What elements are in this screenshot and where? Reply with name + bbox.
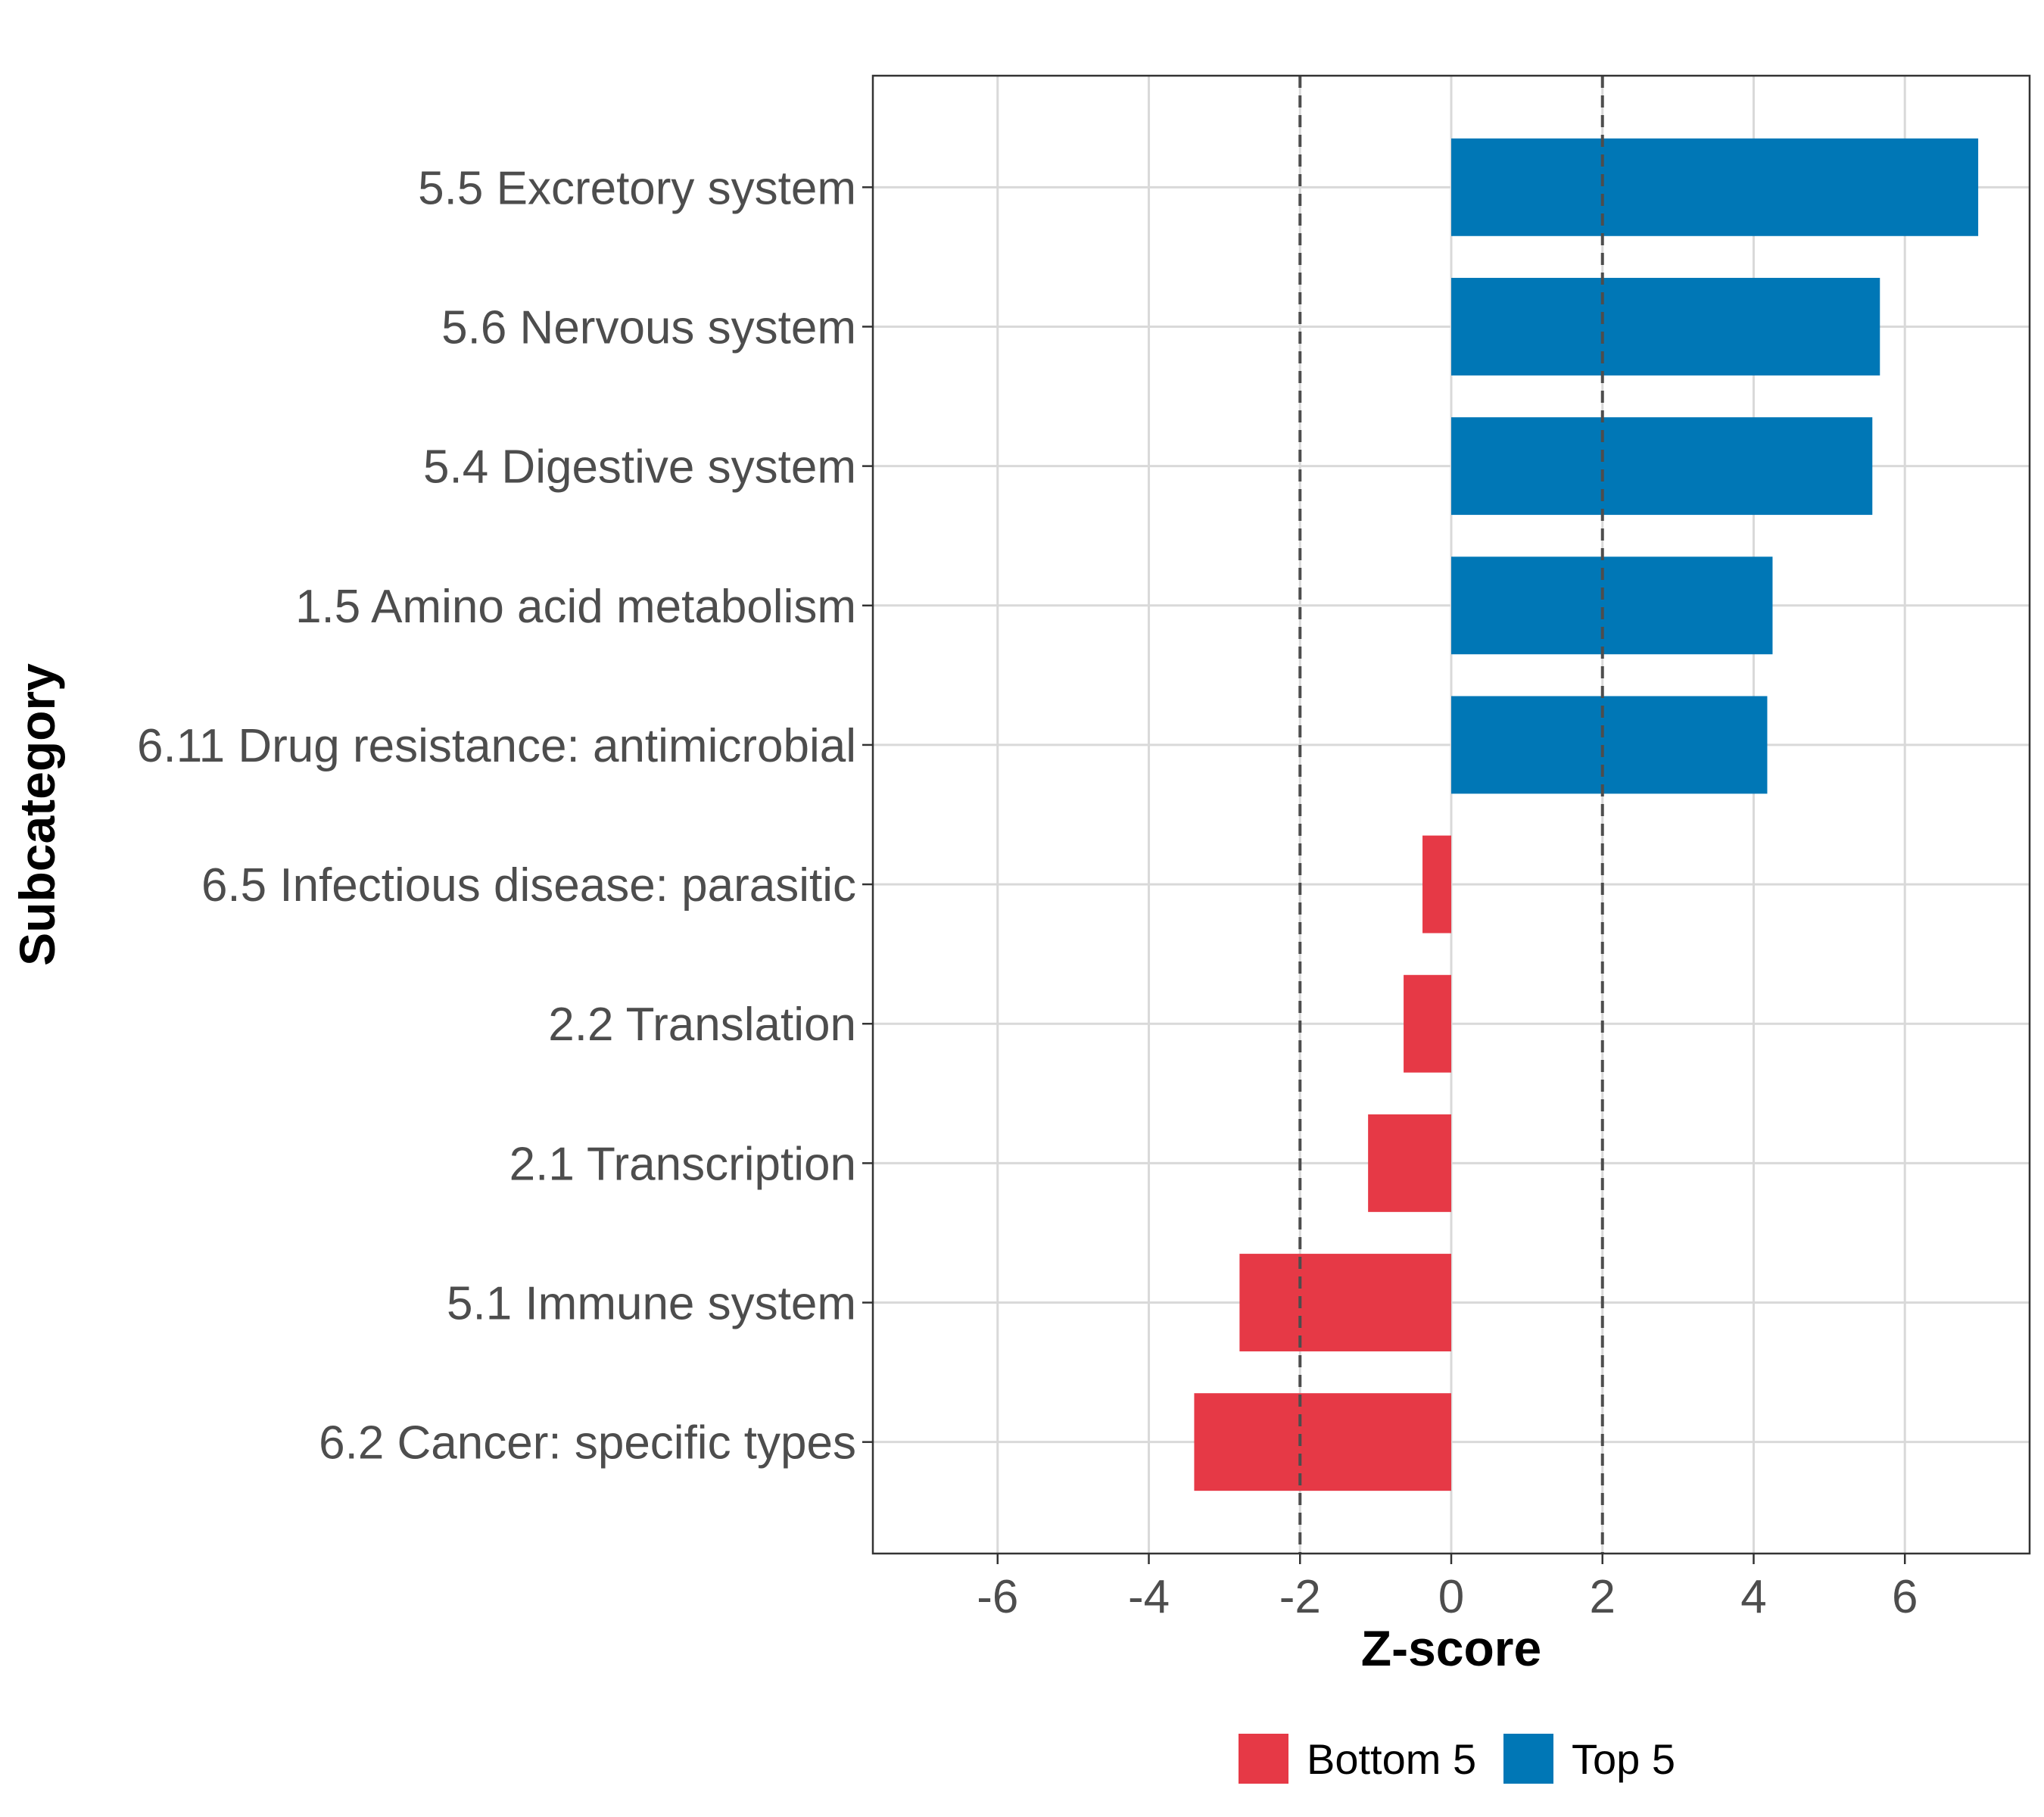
x-tick-label: 4 [1740, 1571, 1766, 1623]
category-label: 2.1 Transcription [509, 1138, 856, 1190]
x-tick-label: -4 [1128, 1571, 1170, 1623]
legend-label: Bottom 5 [1307, 1735, 1476, 1783]
bar [1368, 1114, 1451, 1212]
legend-swatch [1503, 1734, 1553, 1784]
bar [1451, 556, 1773, 655]
legend-label: Top 5 [1572, 1735, 1675, 1783]
bar [1194, 1393, 1451, 1491]
category-label: 5.6 Nervous system [441, 301, 856, 354]
y-axis-title: Subcategory [9, 663, 65, 966]
x-axis-title: Z-score [1361, 1620, 1541, 1676]
legend: Bottom 5 Top 5 [1239, 1734, 1675, 1784]
bar [1239, 1254, 1451, 1351]
category-label: 6.11 Drug resistance: antimicrobial [137, 720, 856, 772]
y-axis: 5.5 Excretory system 5.6 Nervous system 5.… [137, 162, 873, 1469]
x-tick-label: 2 [1589, 1571, 1615, 1623]
category-label: 5.1 Immune system [447, 1278, 856, 1330]
category-label: 1.5 Amino acid metabolism [295, 581, 856, 633]
x-tick-label: -6 [977, 1571, 1018, 1623]
category-label: 5.4 Digestive system [423, 441, 856, 494]
category-label: 6.5 Infectious disease: parasitic [201, 859, 856, 912]
category-label: 2.2 Translation [548, 999, 856, 1051]
x-tick-label: 0 [1438, 1571, 1464, 1623]
x-tick-label: -2 [1279, 1571, 1321, 1623]
bars [1194, 138, 1979, 1491]
bar [1404, 974, 1451, 1073]
bar [1451, 278, 1880, 376]
x-tick-label: 6 [1892, 1571, 1918, 1623]
bar [1451, 417, 1873, 516]
bar [1451, 696, 1768, 794]
category-label: 5.5 Excretory system [418, 162, 856, 214]
x-axis: -6 -4 -2 0 2 4 6 [977, 1554, 1918, 1623]
category-label: 6.2 Cancer: specific types [319, 1417, 856, 1469]
reference-lines [1298, 76, 1604, 1554]
bar [1451, 138, 1979, 236]
legend-swatch [1239, 1734, 1288, 1784]
bar [1422, 835, 1451, 933]
